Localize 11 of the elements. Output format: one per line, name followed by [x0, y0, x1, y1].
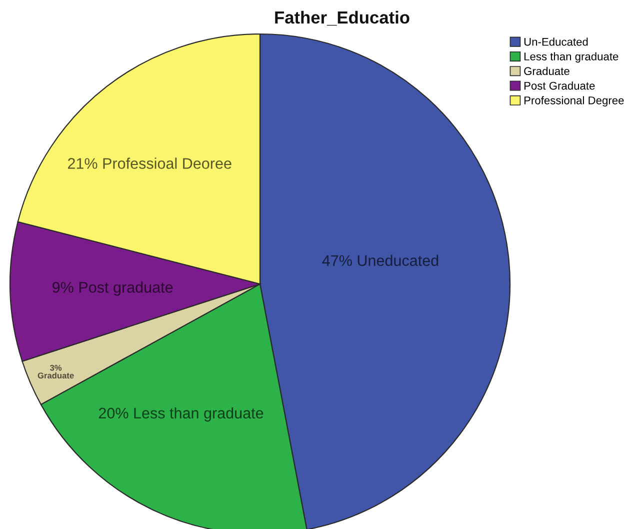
- data-label: 21% Professioal Deoree: [68, 158, 232, 169]
- legend-label: Professional Degree: [524, 96, 624, 107]
- legend-label: Post Graduate: [524, 82, 595, 90]
- legend-label: Un-Educated: [524, 38, 588, 46]
- data-label: 9% Post graduate: [52, 282, 173, 296]
- legend-label: Graduate: [524, 66, 570, 76]
- legend-label: Less than graduate: [524, 52, 618, 63]
- data-label: 3% Graduate: [38, 364, 74, 378]
- data-label: 20% Less than graduate: [98, 407, 264, 422]
- chart-title: Father_Educatio: [275, 10, 410, 26]
- data-label: 47% Uneducated: [322, 254, 438, 266]
